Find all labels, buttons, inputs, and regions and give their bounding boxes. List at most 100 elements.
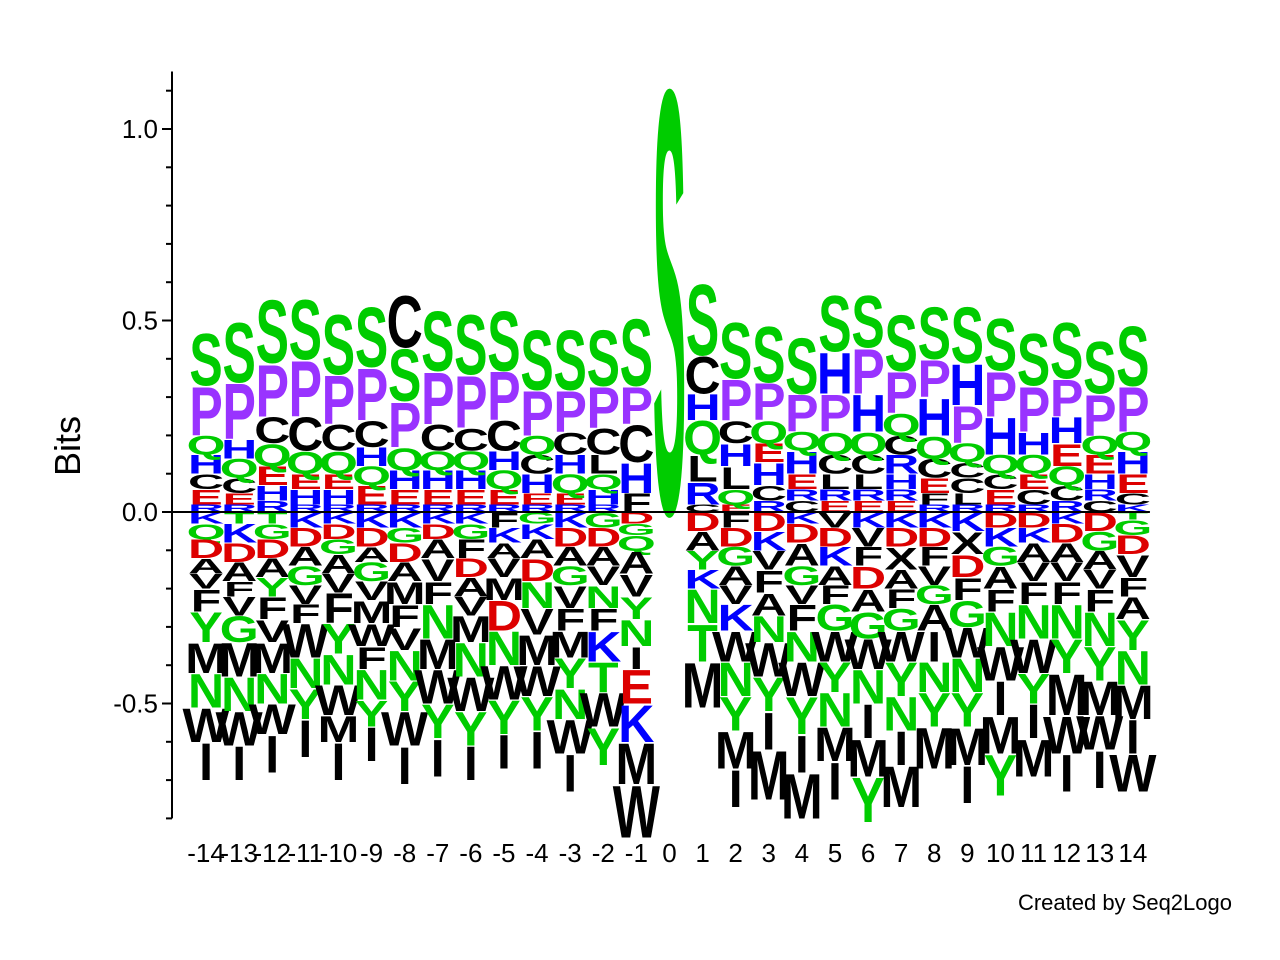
logo-letter-C: C [949, 474, 985, 498]
logo-letter-F: F [853, 542, 884, 571]
logo-letter-M: M [318, 709, 360, 750]
logo-letter-H: H [486, 447, 522, 476]
logo-letter-T: T [224, 509, 255, 527]
logo-letter-W: W [547, 711, 595, 764]
logo-letter-N: N [354, 661, 390, 709]
logo-letter-Y: Y [1083, 638, 1116, 691]
logo-letter-W: W [447, 669, 495, 722]
logo-letter-K: K [519, 520, 555, 544]
logo-letter-H: H [916, 387, 952, 447]
logo-letter-F: F [720, 508, 751, 532]
logo-letter-V: V [719, 581, 753, 610]
logo-letter-N: N [585, 579, 621, 615]
logo-letter-H: H [585, 486, 621, 510]
logo-letter-F: F [588, 602, 619, 638]
logo-letter-A: A [552, 542, 588, 571]
logo-letter-N: N [387, 642, 423, 690]
logo-letter-M: M [814, 719, 856, 772]
logo-letter-H: H [353, 443, 389, 472]
logo-letter-V: V [1017, 558, 1051, 587]
logo-letter-N: N [850, 661, 886, 714]
logo-letter-N: N [949, 650, 985, 703]
logo-letter-N: N [552, 680, 588, 728]
logo-letter-V: V [487, 554, 521, 583]
x-tick-label: -4 [525, 838, 548, 868]
logo-letter-R: R [883, 486, 919, 504]
x-tick-label: -1 [625, 838, 648, 868]
logo-letter-C: C [718, 414, 754, 450]
logo-letter-Q: Q [782, 427, 821, 456]
logo-letter-G: G [385, 524, 424, 548]
logo-letter-K: K [817, 542, 853, 571]
logo-letter-K: K [1049, 509, 1085, 527]
x-tick-label: -13 [220, 838, 258, 868]
logo-letter-A: A [916, 598, 952, 639]
logo-letter-M: M [351, 594, 393, 630]
logo-letter-A: A [287, 542, 323, 571]
logo-letter-R: R [1082, 486, 1118, 504]
logo-letter-T: T [257, 509, 288, 527]
logo-letter-A: A [751, 586, 787, 622]
logo-letter-I: I [530, 720, 544, 780]
logo-letter-S: S [587, 315, 620, 404]
logo-letter-Y: Y [785, 686, 818, 746]
logo-letter-I: I [927, 623, 941, 671]
logo-letter-C: C [1049, 482, 1085, 506]
logo-letter-N: N [817, 684, 853, 737]
logo-letter-A: A [585, 542, 621, 571]
logo-letter-P: P [355, 354, 388, 436]
x-tick-label: 7 [894, 838, 908, 868]
logo-letter-E: E [1017, 470, 1050, 494]
logo-letter-M: M [980, 705, 1022, 765]
logo-letter-S: S [454, 297, 487, 392]
logo-letter-W: W [216, 704, 264, 757]
logo-letter-A: A [1115, 590, 1151, 626]
logo-letter-F: F [456, 535, 487, 564]
logo-letter-D: D [817, 523, 853, 552]
logo-letter-M: M [483, 571, 525, 607]
logo-letter-L: L [687, 448, 718, 489]
logo-letter-S: S [984, 305, 1017, 387]
logo-letter-Q: Q [1014, 450, 1053, 479]
logo-letter-W: W [513, 657, 560, 705]
logo-letter-W: W [977, 638, 1025, 691]
logo-letter-H: H [387, 466, 423, 495]
logo-letter-F: F [489, 508, 520, 532]
logo-letter-Y: Y [752, 669, 785, 722]
logo-letter-F: F [257, 590, 288, 626]
logo-letter-R: R [883, 450, 919, 479]
x-tick-label: -14 [187, 838, 225, 868]
logo-letter-C: C [751, 482, 787, 506]
logo-letter-A: A [254, 554, 290, 583]
sequence-logo-chart: -0.50.00.51.0 RECHQPSKQDAVFYMNWIRECQHPST… [47, 0, 1157, 868]
logo-letter-D: D [618, 509, 654, 527]
logo-letter-E: E [1116, 470, 1149, 499]
logo-letter-N: N [1049, 596, 1085, 649]
logo-letter-F: F [290, 600, 321, 629]
logo-letter-F: F [356, 640, 387, 676]
logo-letter-W: W [348, 617, 396, 653]
logo-letter-C: C [817, 450, 853, 479]
logo-letter-F: F [323, 585, 354, 633]
logo-letters: RECHQPSKQDAVFYMNWIRECQHPSTKDAFVGMNWIRHEQ… [182, 0, 1156, 854]
logo-letter-C: C [982, 470, 1018, 494]
logo-letter-M: M [185, 634, 227, 682]
logo-letter-A: A [817, 562, 853, 591]
logo-letter-V: V [818, 508, 852, 532]
y-axis: -0.5 0.0 0.5 1.0 [113, 71, 173, 820]
logo-letter-A: A [883, 565, 919, 594]
logo-letter-D: D [982, 508, 1018, 532]
logo-letter-P: P [918, 349, 951, 409]
x-tick-label: -7 [426, 838, 449, 868]
logo-letter-H: H [552, 450, 588, 479]
logo-letter-N: N [519, 575, 555, 616]
logo-letter-C: C [519, 450, 555, 479]
x-tick-label: 3 [762, 838, 776, 868]
logo-letter-T: T [687, 613, 718, 673]
logo-letter-E: E [388, 486, 421, 510]
logo-letter-H: H [618, 454, 654, 502]
logo-letter-H: H [684, 387, 720, 428]
logo-letter-F: F [919, 490, 950, 508]
logo-letter-N: N [718, 654, 754, 707]
logo-letter-P: P [256, 350, 289, 432]
